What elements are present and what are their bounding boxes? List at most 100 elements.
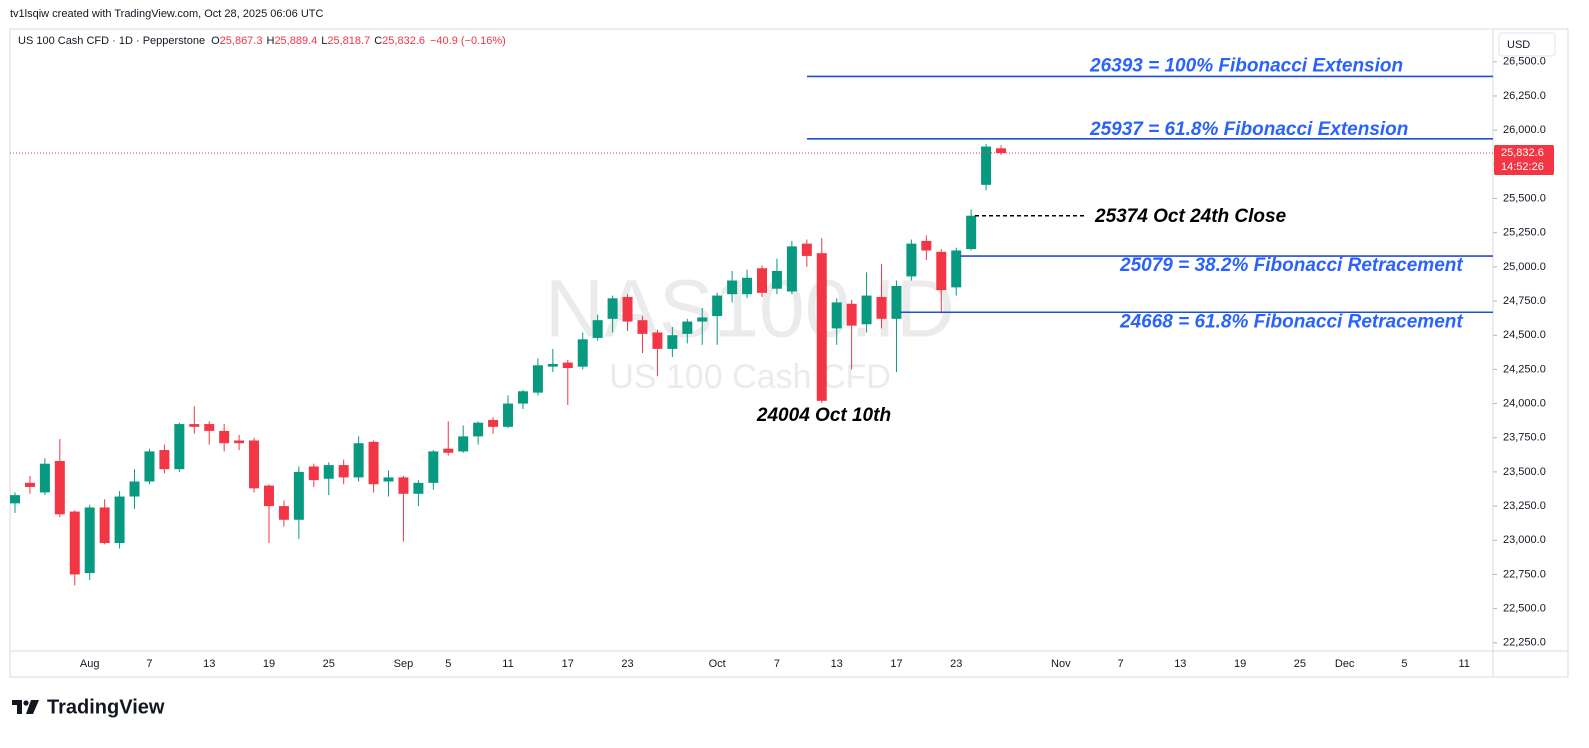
candle-body	[338, 465, 349, 478]
candle-body	[488, 419, 499, 427]
logo-dot	[23, 700, 29, 706]
candle-body	[24, 482, 35, 487]
x-tick-label: 19	[1234, 658, 1246, 670]
candle-body	[308, 466, 319, 481]
y-tick-label: 26,000.0	[1503, 124, 1546, 136]
candle-body	[936, 251, 947, 291]
y-tick-label: 26,500.0	[1503, 56, 1546, 68]
candle-body	[607, 298, 618, 319]
last-price-tag	[1494, 145, 1554, 176]
x-tick-label: 7	[774, 658, 780, 670]
y-tick-label: 23,000.0	[1503, 534, 1546, 546]
candle-body	[159, 450, 170, 470]
x-tick-label: 5	[445, 658, 451, 670]
countdown: 14:52:26	[1501, 161, 1544, 173]
candle-body	[771, 270, 782, 289]
logo-shape	[26, 700, 39, 714]
fib-label: 25079 = 38.2% Fibonacci Retracement	[1119, 255, 1463, 276]
candle-body	[473, 422, 484, 437]
low-marker-label: 24004 Oct 10th	[756, 405, 891, 426]
x-tick-label: 13	[831, 658, 843, 670]
close-marker-label: 25374 Oct 24th Close	[1094, 206, 1287, 227]
candle-body	[517, 391, 528, 404]
candle-body	[383, 477, 394, 482]
candle-body	[189, 424, 200, 427]
x-tick-label: 13	[203, 658, 215, 670]
x-tick-label: 23	[950, 658, 962, 670]
x-tick-label: 19	[263, 658, 275, 670]
candle-body	[846, 303, 857, 326]
x-tick-label: 11	[1458, 658, 1469, 670]
candle-body	[428, 451, 439, 483]
x-tick-label: Sep	[394, 658, 414, 670]
legend-value: 25,818.7	[327, 35, 370, 47]
y-tick-label: 26,250.0	[1503, 90, 1546, 102]
y-tick-label: 23,500.0	[1503, 466, 1546, 478]
candle-body	[368, 441, 379, 485]
symbol: US 100 Cash CFD · 1D · Pepperstone	[18, 35, 205, 47]
last-price-label: 25,832.6	[1501, 147, 1544, 159]
y-tick-label: 22,500.0	[1503, 603, 1546, 615]
candle-body	[742, 277, 753, 295]
candle-body	[921, 240, 932, 251]
candle-body	[219, 430, 230, 444]
candle-body	[234, 440, 245, 444]
symbol-legend: US 100 Cash CFD · 1D · Pepperstone O25,86…	[18, 35, 506, 47]
candle-body	[592, 320, 603, 338]
candle-body	[353, 443, 364, 478]
candle-body	[458, 436, 469, 452]
candle-body	[712, 295, 723, 317]
legend-key: O	[211, 35, 220, 47]
candle-body	[667, 335, 678, 349]
x-tick-label: Oct	[709, 658, 726, 670]
candle-body	[861, 295, 872, 325]
candle-body	[727, 280, 738, 295]
candle-body	[54, 460, 65, 515]
y-tick-label: 23,250.0	[1503, 500, 1546, 512]
candle-body	[398, 477, 409, 494]
candle-body	[622, 296, 633, 322]
currency-box[interactable]	[1498, 32, 1556, 57]
candle-body	[981, 146, 992, 185]
watermark-subtitle: US 100 Cash CFD	[609, 358, 891, 396]
candle-body	[562, 362, 573, 369]
legend-value: 25,889.4	[274, 35, 317, 47]
x-tick-label: Aug	[80, 658, 100, 670]
candle-body	[249, 440, 260, 489]
candle-body	[204, 424, 215, 431]
candle-body	[293, 471, 304, 520]
candle-body	[906, 243, 917, 277]
candle-body	[503, 403, 514, 427]
candle-body	[278, 506, 289, 520]
candle-body	[323, 465, 334, 479]
candle-body	[637, 320, 648, 334]
x-tick-label: 7	[1117, 658, 1123, 670]
candle-body	[801, 243, 812, 256]
candle-body	[547, 363, 558, 367]
legend-key: H	[266, 35, 274, 47]
y-tick-label: 23,750.0	[1503, 432, 1546, 444]
y-tick-label: 24,250.0	[1503, 363, 1546, 375]
y-tick-label: 25,000.0	[1503, 261, 1546, 273]
brand: TradingView	[47, 696, 165, 718]
candle-body	[951, 250, 962, 288]
x-tick-label: Dec	[1335, 658, 1355, 670]
candle-body	[697, 317, 708, 322]
y-tick-label: 24,500.0	[1503, 329, 1546, 341]
candle-body	[69, 511, 80, 575]
brand-logo	[12, 700, 39, 714]
y-tick-label: 22,250.0	[1503, 637, 1546, 649]
x-tick-label: 25	[323, 658, 335, 670]
legend-key: C	[374, 35, 382, 47]
legend-value: 25,832.6	[382, 35, 425, 47]
legend-change: −40.9 (−0.16%)	[430, 35, 506, 47]
legend-value: 25,867.3	[220, 35, 263, 47]
fib-label: 24668 = 61.8% Fibonacci Retracement	[1119, 311, 1463, 332]
x-tick-label: 17	[562, 658, 574, 670]
y-tick-label: 25,250.0	[1503, 227, 1546, 239]
candle-body	[114, 496, 125, 544]
candle-body	[443, 448, 454, 453]
